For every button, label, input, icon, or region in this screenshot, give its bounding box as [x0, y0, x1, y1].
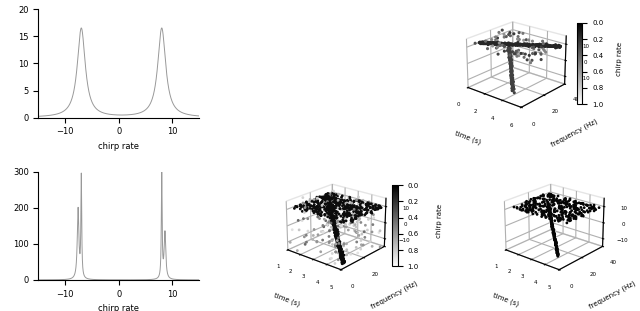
X-axis label: time (s): time (s) — [492, 292, 519, 307]
X-axis label: time (s): time (s) — [273, 292, 301, 307]
X-axis label: chirp rate: chirp rate — [99, 304, 140, 311]
Y-axis label: frequency (Hz): frequency (Hz) — [588, 280, 637, 310]
Y-axis label: frequency (Hz): frequency (Hz) — [370, 280, 419, 310]
X-axis label: time (s): time (s) — [454, 129, 481, 145]
Y-axis label: frequency (Hz): frequency (Hz) — [550, 118, 599, 148]
X-axis label: chirp rate: chirp rate — [99, 142, 140, 151]
